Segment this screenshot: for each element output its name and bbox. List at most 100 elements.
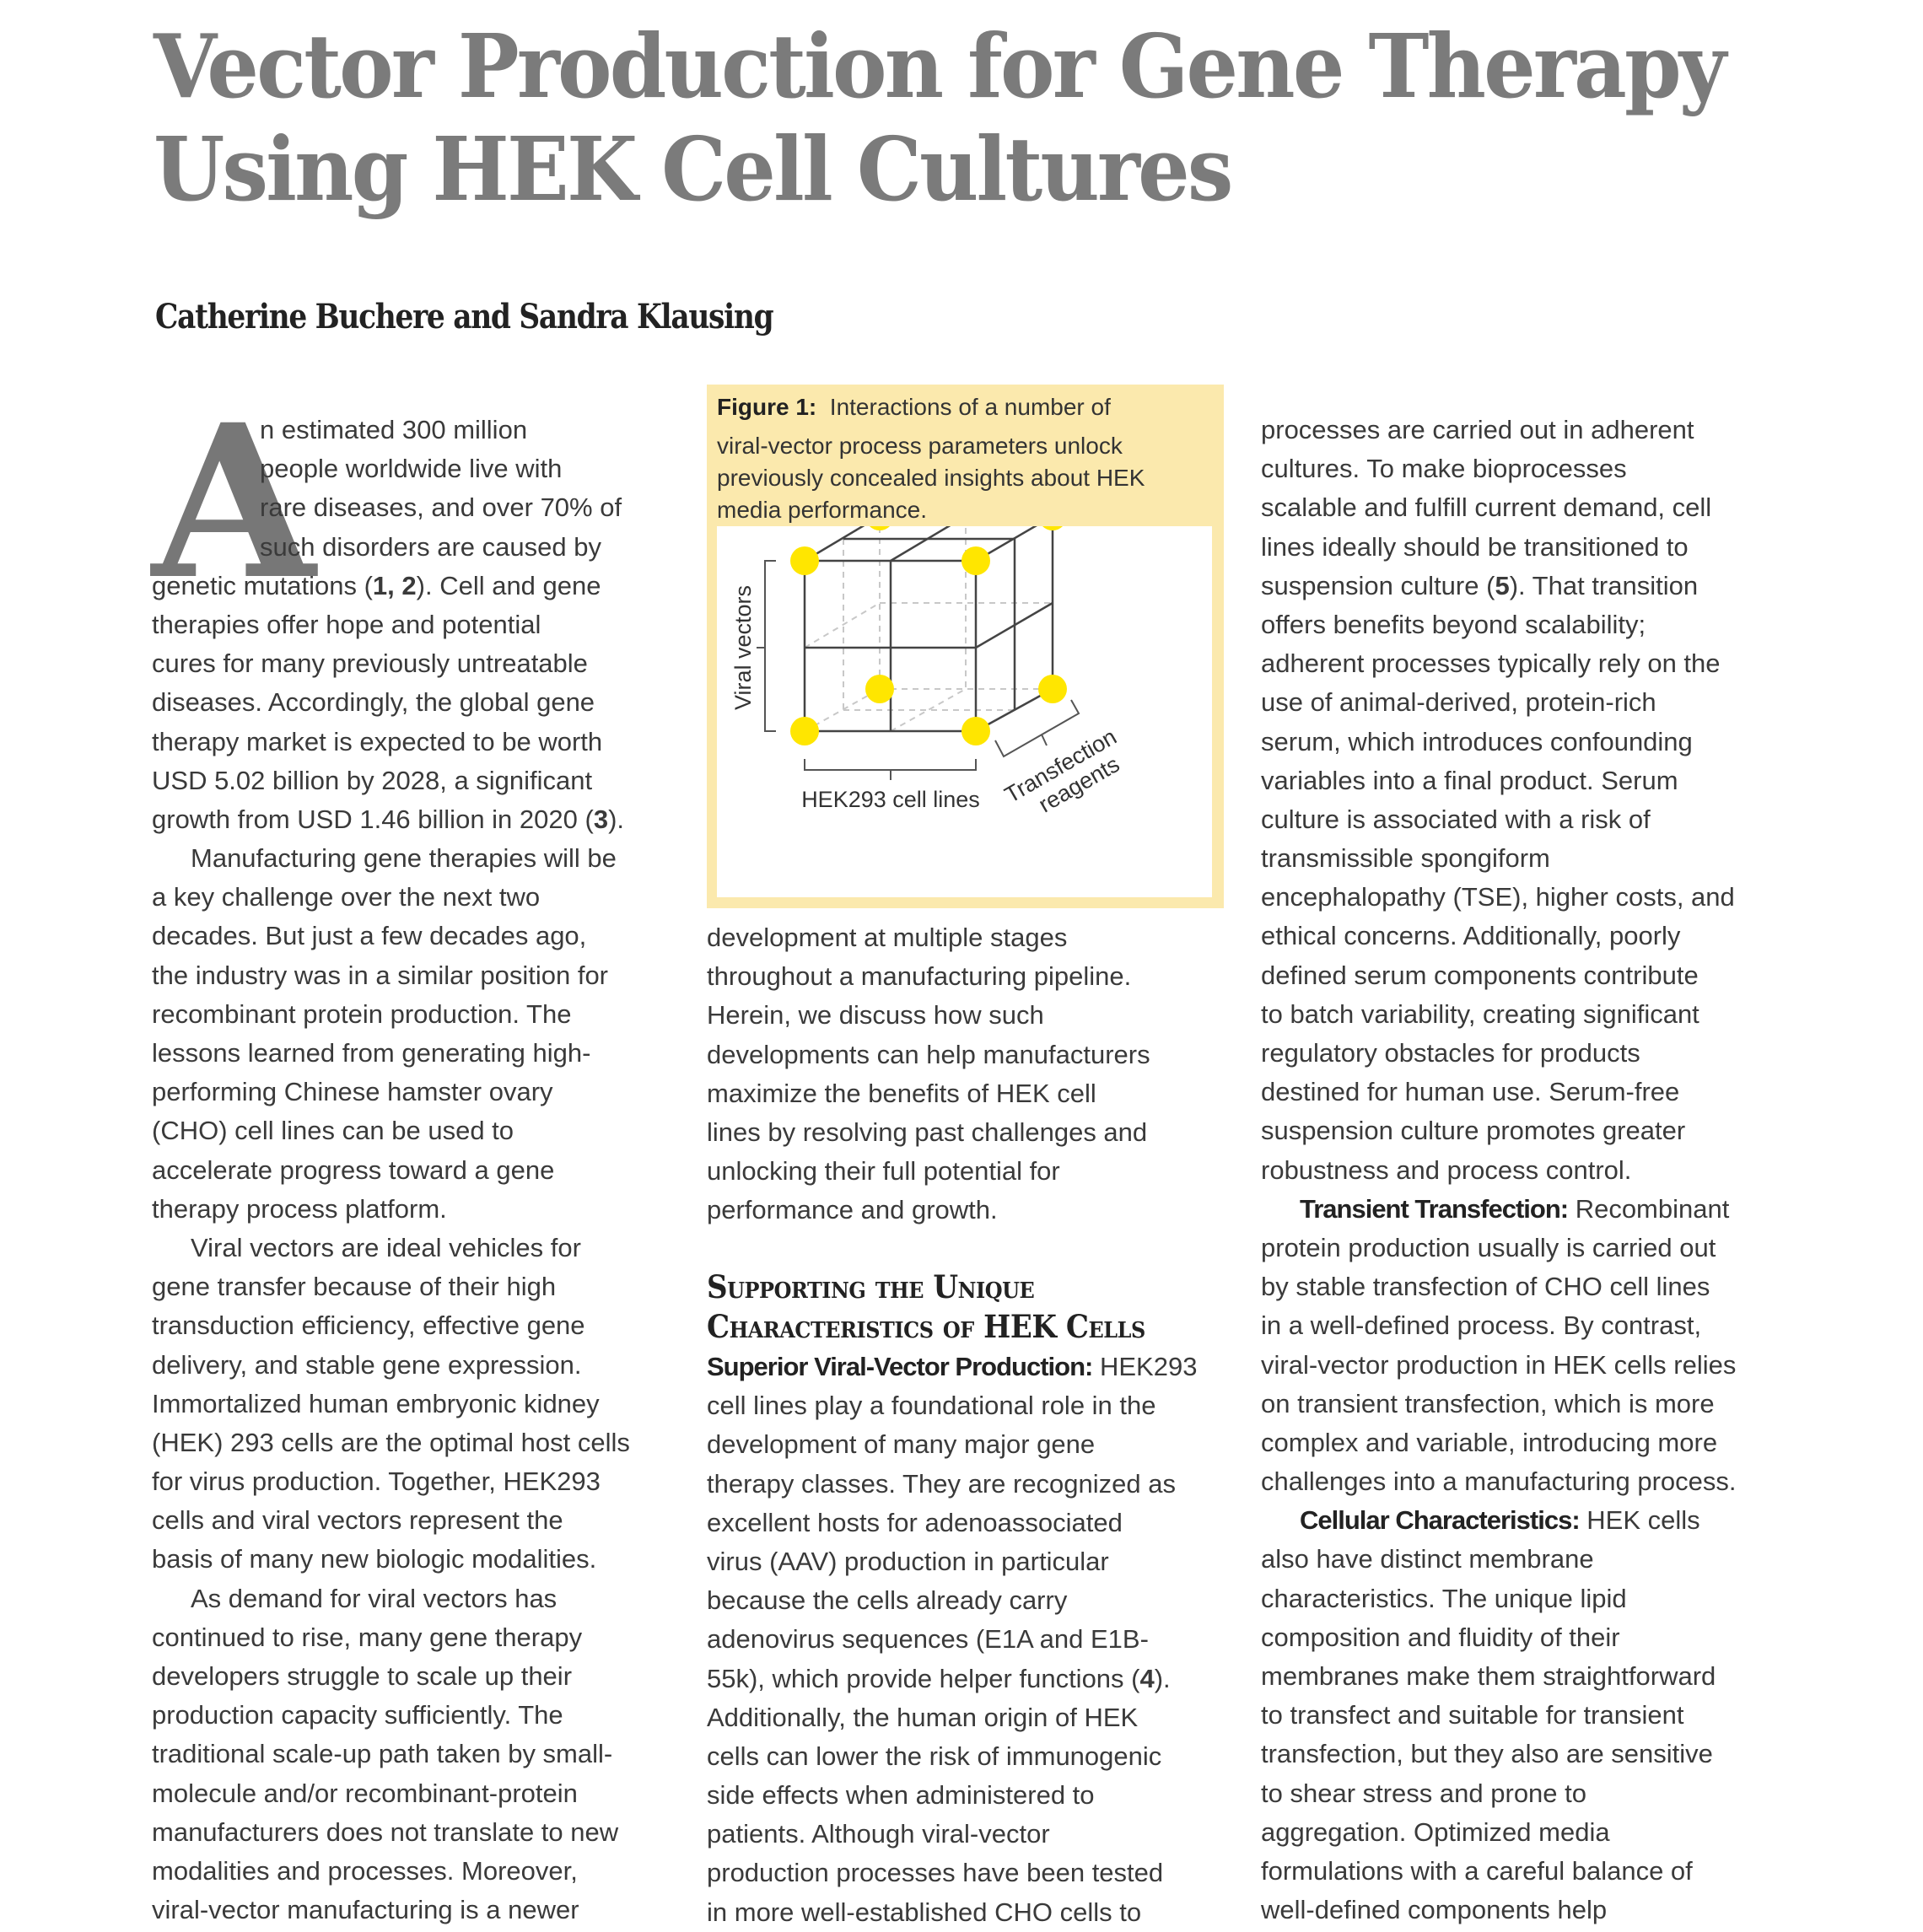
vertex-dot: [962, 546, 990, 575]
paragraph: development at multiple stages throughout…: [707, 918, 1150, 1230]
text-line: excellent hosts for adenoassociated: [707, 1507, 1123, 1537]
text-run: HEK cells: [1579, 1505, 1700, 1536]
text-line: developments can help manufacturers: [707, 1039, 1150, 1069]
text-line: (CHO) cell lines can be used to: [152, 1116, 514, 1146]
text-line: challenges into a manufacturing process.: [1261, 1466, 1737, 1497]
caption-line: previously concealed insights about HEK: [717, 465, 1145, 492]
column-1: n estimated 300 million people worldwide …: [152, 411, 630, 1929]
text-line: maximize the benefits of HEK cell: [707, 1078, 1096, 1108]
text-line: in more well-established CHO cells to: [707, 1897, 1142, 1927]
text-line: development at multiple stages: [707, 923, 1068, 952]
text-line: side effects when administered to: [707, 1780, 1095, 1811]
text-line: viral-vector manufacturing is a newer: [152, 1895, 579, 1925]
text-line: the industry was in a similar position f…: [152, 960, 609, 990]
text-line: encephalopathy (TSE), higher costs, and: [1261, 882, 1735, 912]
axis-brackets: [757, 560, 1080, 780]
vertex-dot: [790, 717, 819, 745]
paragraph: As demand for viral vectors has continued…: [152, 1580, 630, 1930]
text-line: patients. Although viral-vector: [707, 1819, 1050, 1849]
text-line: production capacity sufficiently. The: [152, 1700, 563, 1730]
text-line: serum, which introduces confounding: [1261, 726, 1693, 756]
text-line: suspension culture (5). That transition: [1261, 567, 1737, 605]
axis-label-hek293: HEK293 cell lines: [801, 787, 980, 812]
figure-label: Figure 1:: [717, 394, 817, 420]
vertex-dot: [790, 546, 819, 575]
section-heading: Supporting the Unique Characteristics of…: [707, 1267, 1145, 1347]
text-line: cells can lower the risk of immunogenic: [707, 1741, 1162, 1771]
text-line: traditional scale-up path taken by small…: [152, 1739, 613, 1769]
cube-vertices: [790, 526, 1067, 745]
text-line: throughout a manufacturing pipeline.: [707, 961, 1132, 992]
caption-line: viral-vector process parameters unlock: [717, 433, 1123, 460]
text-line: culture is associated with a risk of: [1261, 804, 1651, 834]
text-line: decades. But just a few decades ago,: [152, 921, 587, 951]
reference-number: 5: [1495, 570, 1510, 600]
text-line: to shear stress and prone to: [1261, 1778, 1587, 1808]
paragraph: Transient Transfection: Recombinant prote…: [1261, 1190, 1737, 1502]
text-line: lines ideally should be transitioned to: [1261, 531, 1689, 562]
text-line: transduction efficiency, effective gene: [152, 1310, 585, 1341]
vertex-dot: [865, 675, 894, 703]
text-line: Superior Viral-Vector Production: HEK293: [707, 1348, 1197, 1386]
text-line: recombinant protein production. The: [152, 998, 572, 1029]
caption-line: media performance.: [717, 497, 928, 524]
text-line: molecule and/or recombinant-protein: [152, 1778, 578, 1808]
authors: Catherine Buchere and Sandra Klausing: [155, 297, 774, 336]
cube-edges: [803, 526, 1054, 733]
column-3: processes are carried out in adherent cul…: [1261, 411, 1737, 1929]
paragraph: n estimated 300 million people worldwide …: [152, 411, 630, 839]
text-line: cures for many previously untreatable: [152, 648, 588, 679]
text-line: 55k), which provide helper functions (4)…: [707, 1660, 1197, 1698]
run-in-heading: Transient Transfection:: [1300, 1193, 1569, 1224]
text-line: (HEK) 293 cells are the optimal host cel…: [152, 1427, 630, 1457]
caption-line: Interactions of a number of: [829, 394, 1111, 420]
text-line: viral-vector production in HEK cells rel…: [1261, 1349, 1737, 1380]
text-line: diseases. Accordingly, the global gene: [152, 687, 595, 718]
text-line: As demand for viral vectors has: [191, 1583, 558, 1613]
text-line: complex and variable, introducing more: [1261, 1427, 1718, 1457]
vertex-dot: [1042, 526, 1064, 530]
text-line: basis of many new biologic modalities.: [152, 1544, 597, 1574]
text-line: people worldwide live with: [260, 454, 563, 484]
text-line: membranes make them straightforward: [1261, 1661, 1716, 1691]
reference-number: 4: [1139, 1663, 1155, 1693]
text-line: on transient transfection, which is more: [1261, 1388, 1715, 1418]
text-line: adenovirus sequences (E1A and E1B-: [707, 1624, 1149, 1655]
vertex-dot: [962, 717, 990, 745]
text-line: suspension culture promotes greater: [1261, 1116, 1686, 1146]
text-line: accelerate progress toward a gene: [152, 1154, 555, 1185]
text-run: HEK293: [1092, 1352, 1198, 1381]
text-line: for virus production. Together, HEK293: [152, 1466, 601, 1497]
heading-line: Characteristics of HEK Cells: [707, 1308, 1145, 1345]
text-run: 55k), which provide helper functions (: [707, 1663, 1140, 1693]
text-line: Manufacturing gene therapies will be: [191, 843, 617, 874]
text-line: Immortalized human embryonic kidney: [152, 1388, 600, 1418]
vertex-dot: [869, 526, 891, 530]
text-line: therapies offer hope and potential: [152, 609, 541, 639]
text-line: USD 5.02 billion by 2028, a significant: [152, 765, 593, 795]
axis-label-viral-vectors: Viral vectors: [730, 585, 756, 710]
text-line: to batch variability, creating significa…: [1261, 998, 1699, 1029]
text-line: gene transfer because of their high: [152, 1272, 557, 1302]
text-line: cultures. To make bioprocesses: [1261, 454, 1627, 484]
text-run: Recombinant: [1568, 1193, 1730, 1224]
text-line: variables into a final product. Serum: [1261, 765, 1678, 795]
vertex-dot: [1038, 675, 1067, 703]
text-run: ). Cell and gene: [416, 570, 601, 600]
text-line: defined serum components contribute: [1261, 960, 1699, 990]
heading-line: Supporting the Unique: [707, 1268, 1035, 1305]
text-line: performing Chinese hamster ovary: [152, 1077, 553, 1107]
text-run: genetic mutations (: [152, 570, 373, 600]
text-run: ). That transition: [1509, 570, 1699, 600]
text-line: modalities and processes. Moreover,: [152, 1855, 578, 1886]
text-line: regulatory obstacles for products: [1261, 1038, 1640, 1068]
text-line: also have distinct membrane: [1261, 1544, 1594, 1574]
text-run: growth from USD 1.46 billion in 2020 (: [152, 804, 594, 834]
text-line: n estimated 300 million: [260, 415, 528, 444]
hidden-edges: [804, 526, 1053, 732]
text-line: transmissible spongiform: [1261, 843, 1550, 874]
text-line: therapy process platform.: [152, 1193, 447, 1224]
text-line: virus (AAV) production in particular: [707, 1546, 1109, 1576]
reference-number: 1, 2: [372, 570, 417, 600]
paragraph: Superior Viral-Vector Production: HEK293…: [707, 1348, 1197, 1932]
